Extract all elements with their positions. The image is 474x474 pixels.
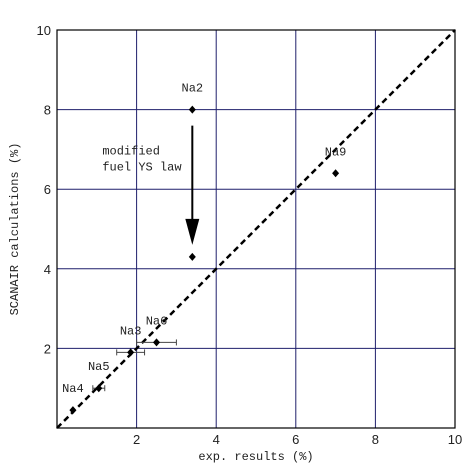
y-tick-label: 10	[37, 23, 51, 38]
point-label: Na5	[88, 360, 110, 374]
point	[153, 338, 160, 347]
x-tick-label: 10	[448, 432, 462, 447]
point-label: Na9	[325, 145, 347, 159]
x-tick-label: 4	[213, 432, 220, 447]
y-tick-label: 2	[44, 341, 51, 356]
y-tick-label: 8	[44, 103, 51, 118]
point	[188, 252, 196, 261]
point-label: Na3	[120, 324, 142, 338]
identity-line	[56, 29, 456, 429]
point	[95, 384, 103, 393]
y-axis-label: SCANAIR calculations (%)	[8, 143, 22, 316]
plot-frame	[56, 29, 456, 429]
annotation: fuel YS law	[102, 161, 182, 175]
x-tick-label: 6	[292, 432, 299, 447]
point-label: Na2	[182, 82, 204, 96]
arrow-head	[185, 218, 200, 245]
point-label: Na6	[146, 314, 168, 328]
point	[69, 406, 77, 415]
y-tick-label: 4	[44, 262, 51, 277]
x-tick-label: 8	[372, 432, 379, 447]
point	[127, 348, 135, 357]
x-axis-label: exp. results (%)	[198, 450, 313, 464]
point	[188, 105, 196, 114]
point	[332, 169, 340, 178]
annotation: modified	[102, 145, 160, 159]
x-tick-label: 2	[133, 432, 140, 447]
y-tick-label: 6	[44, 182, 51, 197]
point-label: Na4	[62, 382, 84, 396]
